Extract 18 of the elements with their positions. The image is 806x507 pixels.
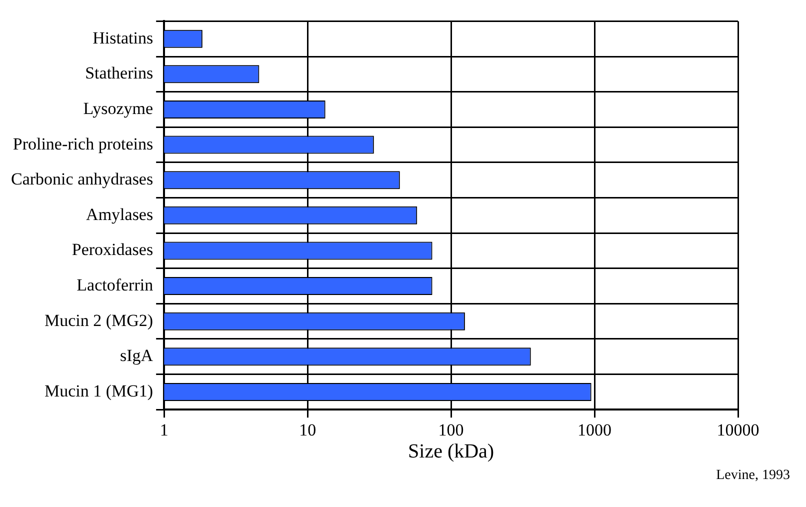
y-tick-label: Statherins xyxy=(85,64,154,83)
x-tick-label: 1000 xyxy=(578,420,612,440)
y-tick-label: Peroxidases xyxy=(72,240,154,260)
y-tick-label: Proline-rich proteins xyxy=(12,134,154,154)
y-tick-label: Carbonic anhydrases xyxy=(11,170,154,189)
y-tick-label: Lactoferrin xyxy=(76,275,154,294)
y-tick-label: Amylases xyxy=(86,204,154,224)
y-tick-label: Mucin 1 (MG1) xyxy=(44,381,154,400)
x-tick-label: 1 xyxy=(160,420,168,440)
x-tick-label: 10 xyxy=(299,420,316,440)
y-tick-label: sIgA xyxy=(120,346,154,366)
y-tick-label: Lysozyme xyxy=(83,98,154,118)
x-tick-label: 100 xyxy=(438,420,464,440)
x-tick-label: 10000 xyxy=(716,420,760,440)
y-tick-label: Histatins xyxy=(92,28,154,48)
x-axis-title: Size (kDa) xyxy=(408,440,494,462)
text: Levine, 1993 xyxy=(715,468,791,484)
y-tick-label: Mucin 2 (MG2) xyxy=(44,310,154,330)
